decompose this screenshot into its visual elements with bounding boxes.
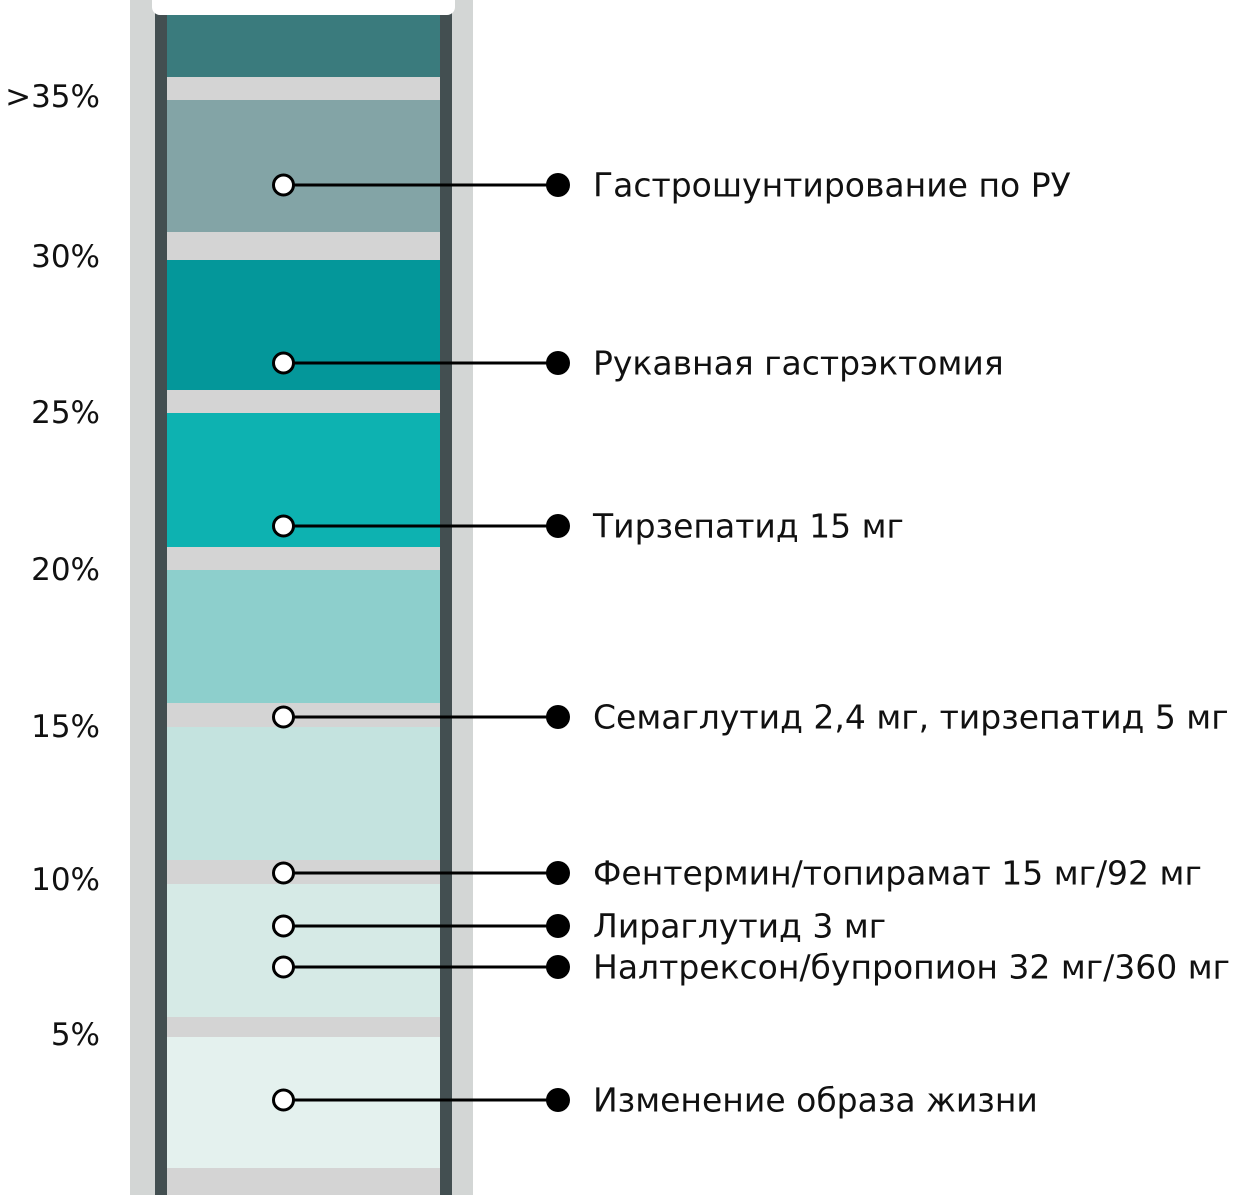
tick-label: >35%	[5, 79, 100, 115]
marker-label: Изменение образа жизни	[593, 1080, 1038, 1120]
marker-filled-dot-icon	[546, 351, 570, 375]
marker-filled-dot-icon	[546, 955, 570, 979]
marker-leader-line	[283, 715, 558, 719]
marker-label: Налтрексон/бупропион 32 мг/360 мг	[593, 947, 1230, 987]
scale-segment	[167, 260, 440, 390]
marker-open-circle-icon	[272, 861, 295, 885]
marker-leader-line	[283, 183, 558, 187]
marker-open-circle-icon	[272, 955, 295, 979]
marker-filled-dot-icon	[546, 705, 570, 729]
marker-filled-dot-icon	[546, 861, 570, 885]
marker-leader-line	[283, 965, 558, 969]
marker-filled-dot-icon	[546, 514, 570, 538]
marker-label: Рукавная гастрэктомия	[593, 343, 1004, 383]
scale-segment	[167, 100, 440, 232]
scale-segment	[167, 15, 440, 77]
marker-label: Фентермин/топирамат 15 мг/92 мг	[593, 853, 1202, 893]
marker-open-circle-icon	[272, 705, 295, 729]
scale-segment	[167, 570, 440, 703]
marker-label: Гастрошунтирование по РУ	[593, 165, 1071, 205]
marker-label: Лираглутид 3 мг	[593, 906, 887, 946]
scale-segment	[167, 727, 440, 860]
scale-segment	[167, 1037, 440, 1168]
marker-filled-dot-icon	[546, 173, 570, 197]
marker-open-circle-icon	[272, 351, 295, 375]
marker-filled-dot-icon	[546, 1088, 570, 1112]
marker-label: Тирзепатид 15 мг	[593, 506, 904, 546]
tick-label: 20%	[31, 552, 100, 588]
tick-label: 30%	[31, 239, 100, 275]
marker-leader-line	[283, 1098, 558, 1102]
marker-leader-line	[283, 524, 558, 528]
tick-label: 5%	[50, 1017, 100, 1053]
marker-leader-line	[283, 871, 558, 875]
marker-open-circle-icon	[272, 514, 295, 538]
tick-label: 10%	[31, 862, 100, 898]
tick-label: 15%	[31, 709, 100, 745]
marker-filled-dot-icon	[546, 914, 570, 938]
scale-tube-top	[152, 0, 455, 15]
scale-segment	[167, 884, 440, 1017]
marker-open-circle-icon	[272, 173, 295, 197]
marker-leader-line	[283, 361, 558, 365]
marker-label: Семаглутид 2,4 мг, тирзепатид 5 мг	[593, 697, 1229, 737]
tick-label: 25%	[31, 395, 100, 431]
marker-open-circle-icon	[272, 1088, 295, 1112]
marker-open-circle-icon	[272, 914, 295, 938]
marker-leader-line	[283, 924, 558, 928]
